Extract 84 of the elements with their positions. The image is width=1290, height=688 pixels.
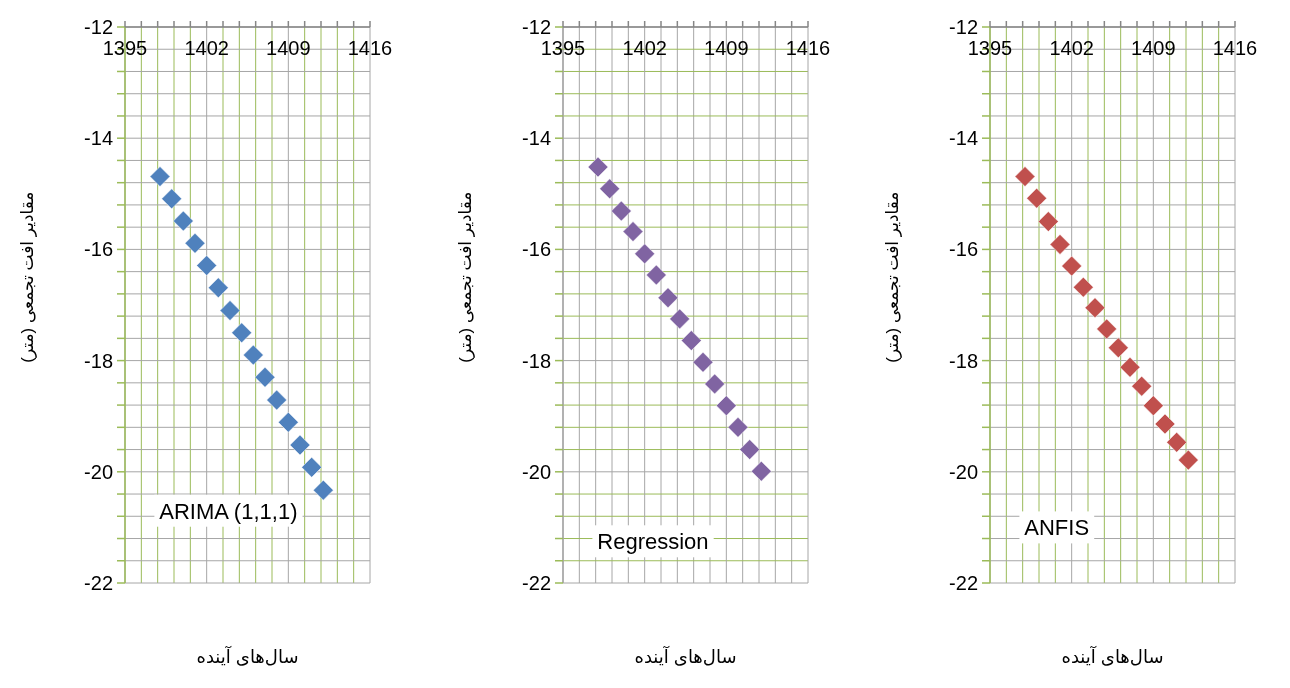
x-tick-label: 1395 bbox=[540, 37, 586, 59]
point bbox=[231, 322, 252, 344]
point bbox=[243, 344, 264, 366]
point bbox=[634, 243, 655, 265]
point bbox=[161, 188, 182, 210]
y-tick-label: -22 bbox=[84, 572, 113, 594]
y-tick-label: -16 bbox=[949, 238, 978, 261]
x-axis-title: سال‌های آینده bbox=[196, 645, 299, 667]
point bbox=[1014, 166, 1036, 187]
point bbox=[657, 287, 679, 309]
point bbox=[751, 460, 772, 482]
y-tick-label: -18 bbox=[949, 349, 978, 372]
point bbox=[149, 166, 171, 187]
point bbox=[313, 479, 334, 501]
point bbox=[1119, 357, 1141, 378]
y-axis-title: مقادیر افت تجمعی (متر) bbox=[883, 191, 902, 363]
x-tick-label: 1402 bbox=[622, 37, 667, 59]
x-axis-title: سال‌های آینده bbox=[1061, 645, 1164, 667]
point bbox=[1108, 337, 1129, 359]
point bbox=[254, 367, 276, 388]
x-axis-title: سال‌های آینده bbox=[634, 645, 737, 667]
point bbox=[1038, 211, 1059, 232]
x-tick-label: 1409 bbox=[1131, 37, 1176, 59]
point bbox=[1178, 449, 1199, 471]
point bbox=[716, 395, 737, 416]
point bbox=[599, 178, 620, 200]
point bbox=[208, 277, 229, 299]
point bbox=[692, 352, 714, 373]
point bbox=[1143, 395, 1164, 416]
point bbox=[611, 200, 632, 222]
y-axis-title: مقادیر افت تجمعی (متر) bbox=[18, 191, 37, 363]
point bbox=[1084, 297, 1106, 319]
x-tick-label: 1409 bbox=[704, 37, 749, 59]
point bbox=[301, 457, 322, 478]
point bbox=[1131, 375, 1152, 397]
y-tick-label: -14 bbox=[84, 127, 113, 150]
point bbox=[278, 412, 299, 433]
point bbox=[289, 434, 311, 456]
point bbox=[681, 330, 702, 351]
x-tick-label: 1402 bbox=[1049, 37, 1094, 59]
x-tick-label: 1402 bbox=[184, 37, 229, 59]
point bbox=[184, 233, 206, 254]
point bbox=[219, 300, 241, 321]
series-label: ARIMA (1,1,1) bbox=[159, 498, 298, 524]
point bbox=[727, 417, 749, 438]
point bbox=[739, 439, 760, 460]
y-tick-label: -20 bbox=[949, 460, 978, 483]
point bbox=[1154, 413, 1176, 435]
y-tick-label: -16 bbox=[84, 238, 113, 261]
y-tick-label: -16 bbox=[522, 238, 551, 261]
point bbox=[587, 156, 609, 178]
point bbox=[173, 210, 194, 232]
y-tick-label: -12 bbox=[522, 16, 551, 38]
point bbox=[266, 389, 287, 411]
point bbox=[1096, 318, 1117, 340]
y-tick-label: -12 bbox=[949, 16, 978, 38]
y-tick-label: -12 bbox=[84, 16, 113, 38]
point bbox=[1026, 188, 1047, 209]
x-tick-label: 1416 bbox=[1212, 37, 1258, 59]
x-tick-label: 1395 bbox=[102, 37, 148, 59]
point bbox=[1166, 432, 1187, 453]
y-tick-label: -20 bbox=[84, 460, 113, 483]
y-tick-label: -20 bbox=[522, 460, 551, 483]
y-tick-label: -18 bbox=[522, 349, 551, 372]
y-tick-label: -14 bbox=[522, 127, 551, 150]
text: ANFIS bbox=[1024, 515, 1090, 541]
point bbox=[1049, 234, 1071, 255]
point bbox=[622, 221, 644, 242]
x-tick-label: 1395 bbox=[967, 37, 1013, 59]
y-tick-label: -22 bbox=[522, 572, 551, 594]
x-tick-label: 1409 bbox=[266, 37, 311, 59]
point bbox=[196, 255, 217, 276]
x-tick-label: 1416 bbox=[347, 37, 393, 59]
y-tick-label: -18 bbox=[84, 349, 113, 372]
y-tick-label: -14 bbox=[949, 127, 978, 150]
point bbox=[646, 264, 667, 286]
point bbox=[1073, 276, 1094, 298]
point bbox=[669, 308, 690, 330]
x-tick-label: 1416 bbox=[785, 37, 831, 59]
point bbox=[1061, 255, 1082, 277]
text: Regression bbox=[597, 529, 709, 555]
point bbox=[704, 373, 725, 395]
y-axis-title: مقادیر افت تجمعی (متر) bbox=[456, 191, 475, 363]
y-tick-label: -22 bbox=[949, 572, 978, 594]
